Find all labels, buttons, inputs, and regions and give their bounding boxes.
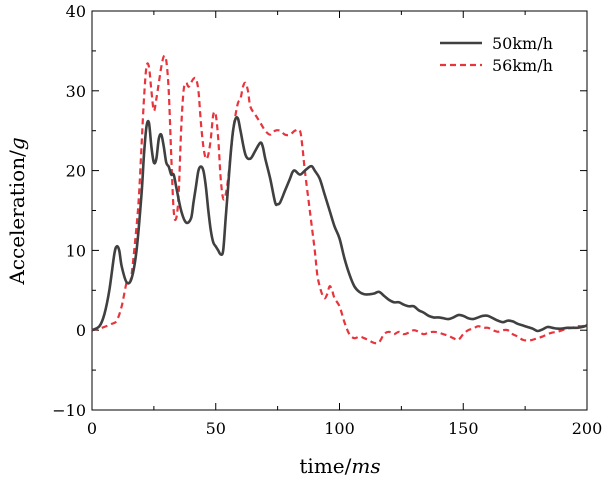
series-line-50kmh <box>91 115 588 333</box>
series-lines <box>91 54 588 345</box>
y-tick-label: −10 <box>52 401 86 420</box>
x-tick-label: 150 <box>448 419 479 438</box>
x-tick-label: 0 <box>87 419 97 438</box>
y-tick-label: 40 <box>66 2 86 21</box>
y-tick-label: 0 <box>76 321 86 340</box>
x-axis-ticks: 0 50 100 150 200 <box>87 11 602 438</box>
y-axis-title: Acceleration/g <box>5 137 29 285</box>
x-tick-label: 50 <box>206 419 226 438</box>
series-line-56kmh <box>91 54 588 345</box>
y-tick-label: 30 <box>66 82 86 101</box>
x-axis-title: time/ms <box>299 454 380 478</box>
y-tick-label: 10 <box>66 241 86 260</box>
legend: 50km/h 56km/h <box>440 34 553 75</box>
legend-label-56kmh: 56km/h <box>492 56 553 75</box>
x-tick-label: 100 <box>324 419 355 438</box>
y-tick-label: 20 <box>66 162 86 181</box>
y-axis-ticks: −10 0 10 20 30 40 <box>52 2 587 420</box>
legend-label-50kmh: 50km/h <box>492 34 553 53</box>
x-tick-label: 200 <box>572 419 603 438</box>
